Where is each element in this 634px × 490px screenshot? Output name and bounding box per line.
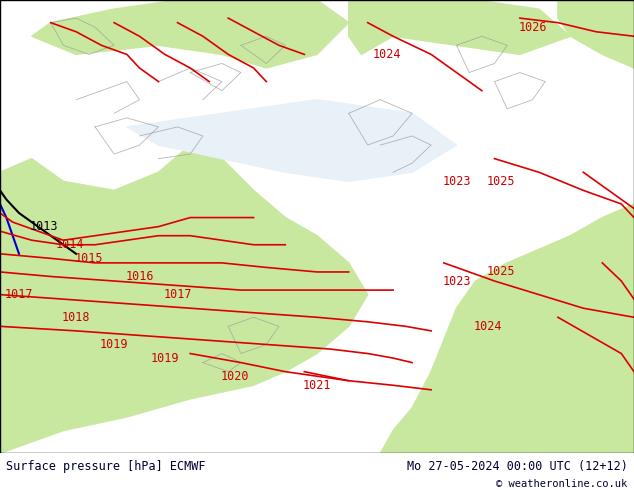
Text: 1014: 1014 — [56, 238, 84, 251]
Text: 1015: 1015 — [75, 252, 103, 265]
Text: 1024: 1024 — [373, 48, 401, 61]
Polygon shape — [127, 99, 456, 181]
Text: 1023: 1023 — [443, 175, 470, 188]
Text: 1016: 1016 — [126, 270, 153, 283]
Text: 1013: 1013 — [30, 220, 58, 233]
Polygon shape — [0, 145, 368, 453]
Text: 1024: 1024 — [474, 320, 502, 333]
Text: 1023: 1023 — [443, 274, 470, 288]
Polygon shape — [349, 0, 571, 54]
Text: 1017: 1017 — [164, 288, 191, 301]
Text: 1018: 1018 — [62, 311, 90, 324]
Text: 1026: 1026 — [519, 21, 547, 34]
Text: 1021: 1021 — [303, 379, 331, 392]
Polygon shape — [380, 204, 634, 453]
Text: 1017: 1017 — [5, 288, 33, 301]
Text: Mo 27-05-2024 00:00 UTC (12+12): Mo 27-05-2024 00:00 UTC (12+12) — [407, 460, 628, 473]
Polygon shape — [558, 0, 634, 68]
Text: 1025: 1025 — [487, 266, 515, 278]
Text: 1020: 1020 — [221, 369, 249, 383]
Polygon shape — [32, 0, 349, 68]
Text: Surface pressure [hPa] ECMWF: Surface pressure [hPa] ECMWF — [6, 460, 206, 473]
Text: 1019: 1019 — [100, 338, 128, 351]
Text: © weatheronline.co.uk: © weatheronline.co.uk — [496, 480, 628, 490]
Text: 1019: 1019 — [151, 351, 179, 365]
Text: 1025: 1025 — [487, 175, 515, 188]
